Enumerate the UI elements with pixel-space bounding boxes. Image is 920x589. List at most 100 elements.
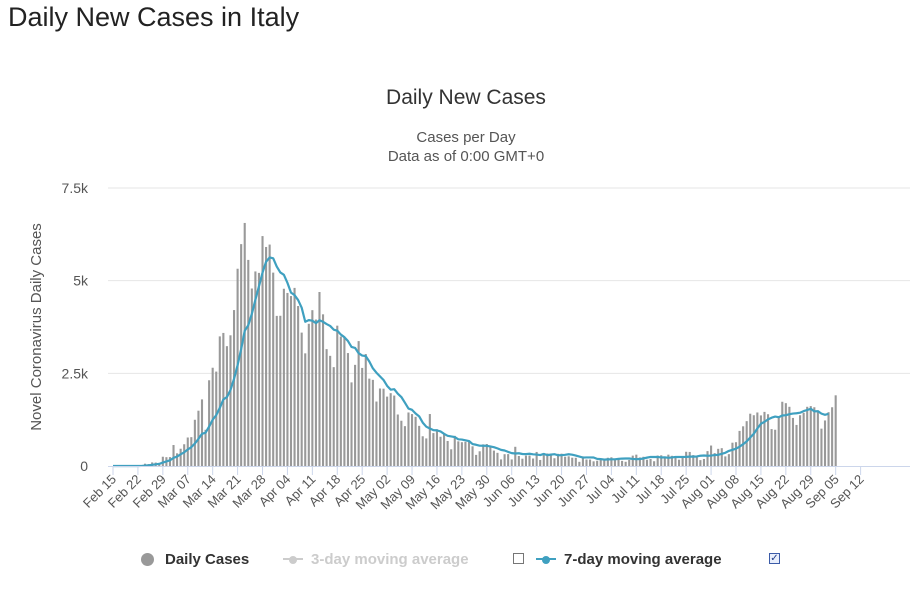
daily-cases-bar[interactable] (706, 451, 709, 466)
daily-cases-bar[interactable] (831, 407, 834, 466)
daily-cases-bar[interactable] (382, 388, 385, 466)
daily-cases-bar[interactable] (546, 453, 549, 466)
daily-cases-bar[interactable] (702, 458, 706, 466)
daily-cases-bar[interactable] (354, 364, 357, 466)
daily-cases-bar[interactable] (592, 461, 595, 466)
daily-cases-bar[interactable] (553, 458, 556, 466)
daily-cases-bar[interactable] (645, 459, 649, 466)
daily-cases-bar[interactable] (781, 401, 784, 466)
daily-cases-bar[interactable] (734, 442, 738, 466)
daily-cases-bar[interactable] (784, 403, 787, 466)
daily-cases-bar[interactable] (774, 429, 777, 466)
daily-cases-bar[interactable] (663, 458, 666, 466)
daily-cases-bar[interactable] (802, 412, 805, 466)
daily-cases-bar[interactable] (674, 456, 677, 466)
daily-cases-bar[interactable] (585, 459, 588, 466)
daily-cases-bar[interactable] (346, 353, 350, 466)
toggle-7-day-average-checkbox[interactable]: ✓ (769, 553, 780, 564)
daily-cases-bar[interactable] (418, 425, 421, 466)
daily-cases-bar[interactable] (176, 453, 179, 466)
daily-cases-bar[interactable] (489, 446, 492, 466)
daily-cases-bar[interactable] (343, 336, 346, 466)
daily-cases-bar[interactable] (535, 451, 538, 466)
toggle-3-day-average-checkbox[interactable] (513, 553, 524, 564)
daily-cases-bar[interactable] (361, 367, 364, 466)
daily-cases-bar[interactable] (446, 440, 449, 466)
daily-cases-bar[interactable] (642, 456, 645, 466)
daily-cases-bar[interactable] (724, 456, 727, 466)
daily-cases-bar[interactable] (329, 355, 332, 466)
daily-cases-bar[interactable] (809, 406, 812, 466)
daily-cases-bar[interactable] (307, 323, 310, 466)
daily-cases-bar[interactable] (599, 459, 602, 466)
daily-cases-bar[interactable] (827, 412, 830, 466)
daily-cases-bar[interactable] (692, 455, 695, 466)
daily-cases-bar[interactable] (304, 353, 307, 466)
daily-cases-bar[interactable] (649, 458, 652, 466)
daily-cases-bar[interactable] (375, 401, 378, 466)
daily-cases-bar[interactable] (183, 444, 186, 466)
daily-cases-bar[interactable] (460, 442, 463, 466)
daily-cases-bar[interactable] (297, 306, 300, 466)
daily-cases-bar[interactable] (204, 429, 207, 466)
daily-cases-bar[interactable] (364, 354, 367, 466)
daily-cases-bar[interactable] (393, 395, 396, 466)
daily-cases-bar[interactable] (261, 236, 264, 466)
daily-cases-bar[interactable] (478, 451, 481, 466)
daily-cases-bar[interactable] (485, 444, 488, 466)
daily-cases-bar[interactable] (243, 222, 246, 466)
daily-cases-bar[interactable] (272, 272, 275, 466)
daily-cases-bar[interactable] (667, 454, 670, 466)
daily-cases-bar[interactable] (289, 296, 293, 466)
daily-cases-bar[interactable] (279, 315, 282, 466)
daily-cases-bar[interactable] (621, 460, 624, 466)
daily-cases-bar[interactable] (389, 393, 392, 466)
daily-cases-bar[interactable] (695, 457, 698, 466)
daily-cases-bar[interactable] (482, 444, 485, 466)
daily-cases-bar[interactable] (791, 417, 795, 466)
daily-cases-bar[interactable] (742, 426, 745, 466)
daily-cases-bar[interactable] (275, 315, 278, 466)
daily-cases-bar[interactable] (432, 433, 435, 466)
daily-cases-bar[interactable] (578, 461, 581, 466)
daily-cases-bar[interactable] (567, 456, 570, 466)
daily-cases-bar[interactable] (457, 441, 460, 466)
daily-cases-bar[interactable] (685, 451, 688, 466)
daily-cases-bar[interactable] (763, 411, 766, 466)
daily-cases-bar[interactable] (524, 455, 528, 466)
daily-cases-bar[interactable] (766, 414, 770, 466)
daily-cases-bar[interactable] (400, 420, 403, 466)
daily-cases-bar[interactable] (428, 414, 431, 466)
daily-cases-bar[interactable] (606, 457, 609, 466)
daily-cases-bar[interactable] (161, 456, 164, 466)
daily-cases-bar[interactable] (816, 410, 819, 466)
daily-cases-bar[interactable] (368, 378, 371, 466)
daily-cases-bars[interactable] (140, 222, 837, 466)
daily-cases-bar[interactable] (215, 371, 218, 466)
daily-cases-bar[interactable] (613, 458, 617, 466)
daily-cases-bar[interactable] (653, 461, 656, 466)
daily-cases-bar[interactable] (628, 459, 631, 466)
daily-cases-bar[interactable] (179, 448, 182, 466)
daily-cases-bar[interactable] (396, 414, 399, 466)
daily-cases-bar[interactable] (425, 438, 428, 466)
daily-cases-bar[interactable] (410, 414, 414, 466)
daily-cases-bar[interactable] (499, 459, 503, 466)
daily-cases-bar[interactable] (727, 454, 730, 466)
daily-cases-bar[interactable] (745, 421, 748, 466)
daily-cases-bar[interactable] (475, 454, 478, 466)
daily-cases-bar[interactable] (293, 287, 296, 466)
daily-cases-bar[interactable] (503, 454, 506, 466)
daily-cases-bar[interactable] (496, 452, 499, 466)
daily-cases-bar[interactable] (286, 292, 289, 466)
legend-item-3-day-average[interactable]: 3-day moving average (283, 547, 469, 571)
daily-cases-bar[interactable] (720, 448, 723, 466)
daily-cases-bar[interactable] (325, 349, 328, 466)
daily-cases-bar[interactable] (443, 433, 446, 466)
daily-cases-bar[interactable] (670, 455, 673, 466)
daily-cases-bar[interactable] (756, 412, 759, 466)
daily-cases-bar[interactable] (617, 458, 620, 466)
daily-cases-bar[interactable] (311, 310, 314, 466)
daily-cases-bar[interactable] (492, 450, 495, 466)
daily-cases-bar[interactable] (681, 457, 684, 466)
